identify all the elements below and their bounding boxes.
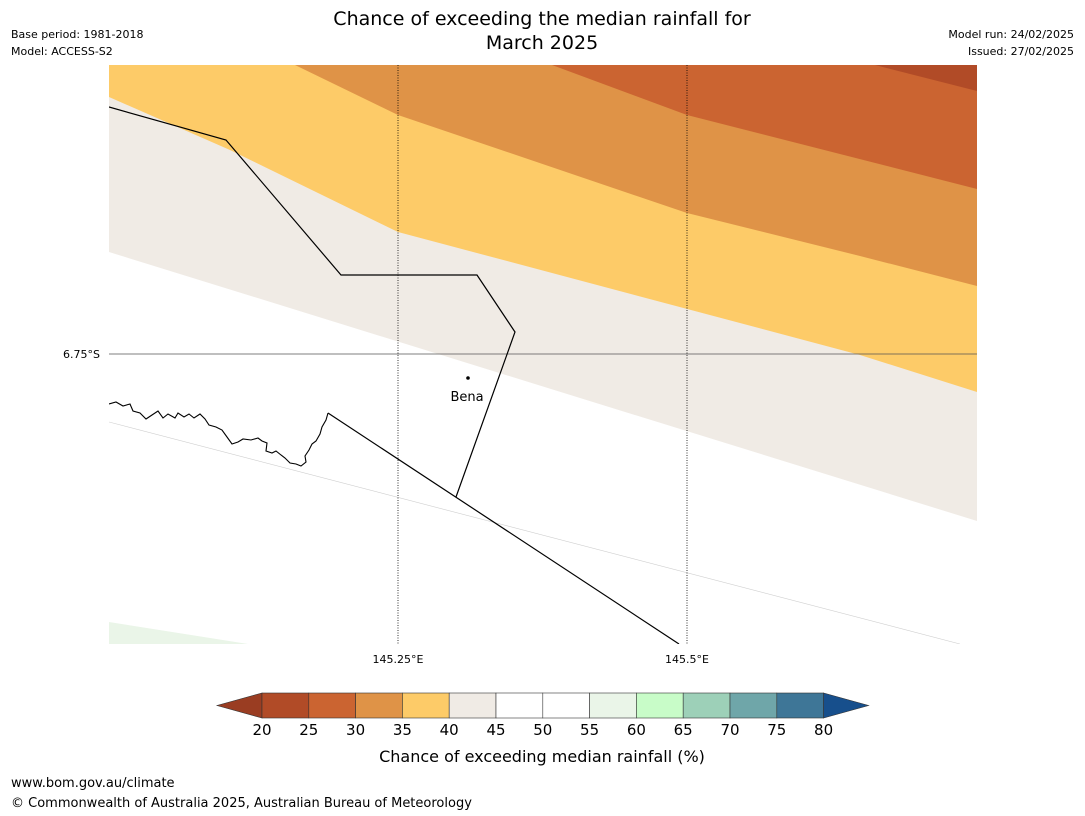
lat-label: 6.75°S	[63, 348, 100, 361]
colorbar-tick-label: 35	[393, 721, 412, 739]
bena-label: Bena	[450, 390, 483, 405]
coastline	[109, 401, 329, 467]
issued-text: Issued: 27/02/2025	[967, 45, 1074, 58]
colorbar-tick-label: 40	[440, 721, 459, 739]
footer-copyright: © Commonwealth of Australia 2025, Austra…	[11, 796, 472, 811]
lon-label-145-25: 145.25°E	[373, 653, 424, 666]
colorbar-tick-label: 75	[767, 721, 786, 739]
district-boundary-south	[327, 412, 680, 644]
contour-line	[109, 421, 961, 644]
model-text: Model: ACCESS-S2	[11, 45, 113, 58]
colorbar-tick-label: 70	[720, 721, 739, 739]
colorbar-segment	[448, 692, 497, 719]
colorbar-segment	[402, 692, 450, 719]
colorbar	[215, 692, 870, 719]
colorbar-tick-label: 80	[814, 721, 833, 739]
colorbar-tick-label: 20	[252, 721, 271, 739]
band-20-25	[875, 65, 977, 91]
colorbar-segment	[682, 692, 731, 719]
colorbar-label: Chance of exceeding median rainfall (%)	[379, 747, 705, 766]
colorbar-tick-label: 65	[674, 721, 693, 739]
colorbar-segment	[776, 692, 824, 719]
colorbar-segment	[495, 692, 544, 719]
colorbar-segment	[729, 692, 778, 719]
model-run-text: Model run: 24/02/2025	[948, 28, 1074, 41]
band-25-30	[552, 65, 977, 189]
colorbar-segment	[308, 692, 356, 719]
colorbar-tick-labels: 20 25 30 35 40 45 50 55 60 65 70 75 80	[252, 721, 833, 739]
base-period-text: Base period: 1981-2018	[11, 28, 144, 41]
colorbar-segment	[636, 692, 684, 719]
colorbar-tick-label: 50	[533, 721, 552, 739]
title-line-2: March 2025	[485, 32, 599, 54]
colorbar-segment	[542, 692, 590, 719]
colorbar-extend-high	[823, 692, 870, 719]
colorbar-segment	[589, 692, 637, 719]
run-info: Model run: 24/02/2025 Issued: 27/02/2025	[948, 26, 1074, 60]
colorbar-tick-label: 25	[299, 721, 318, 739]
colorbar-tick-label: 30	[346, 721, 365, 739]
bena-marker	[466, 376, 470, 380]
colorbar-segment	[261, 692, 310, 719]
map-panel: Bena	[109, 65, 977, 644]
lon-label-145-5: 145.5°E	[665, 653, 709, 666]
colorbar-tick-label: 55	[580, 721, 599, 739]
district-boundary	[109, 106, 516, 498]
colorbar-tick-label: 60	[627, 721, 646, 739]
map-title: Chance of exceeding the median rainfall …	[242, 7, 842, 55]
colorbar-segment	[355, 692, 403, 719]
band-55-60	[109, 622, 248, 644]
colorbar-extend-low	[215, 692, 263, 719]
title-line-1: Chance of exceeding the median rainfall …	[333, 8, 751, 30]
footer-url: www.bom.gov.au/climate	[11, 776, 175, 791]
model-info: Base period: 1981-2018 Model: ACCESS-S2	[11, 26, 143, 60]
colorbar-tick-label: 45	[486, 721, 505, 739]
